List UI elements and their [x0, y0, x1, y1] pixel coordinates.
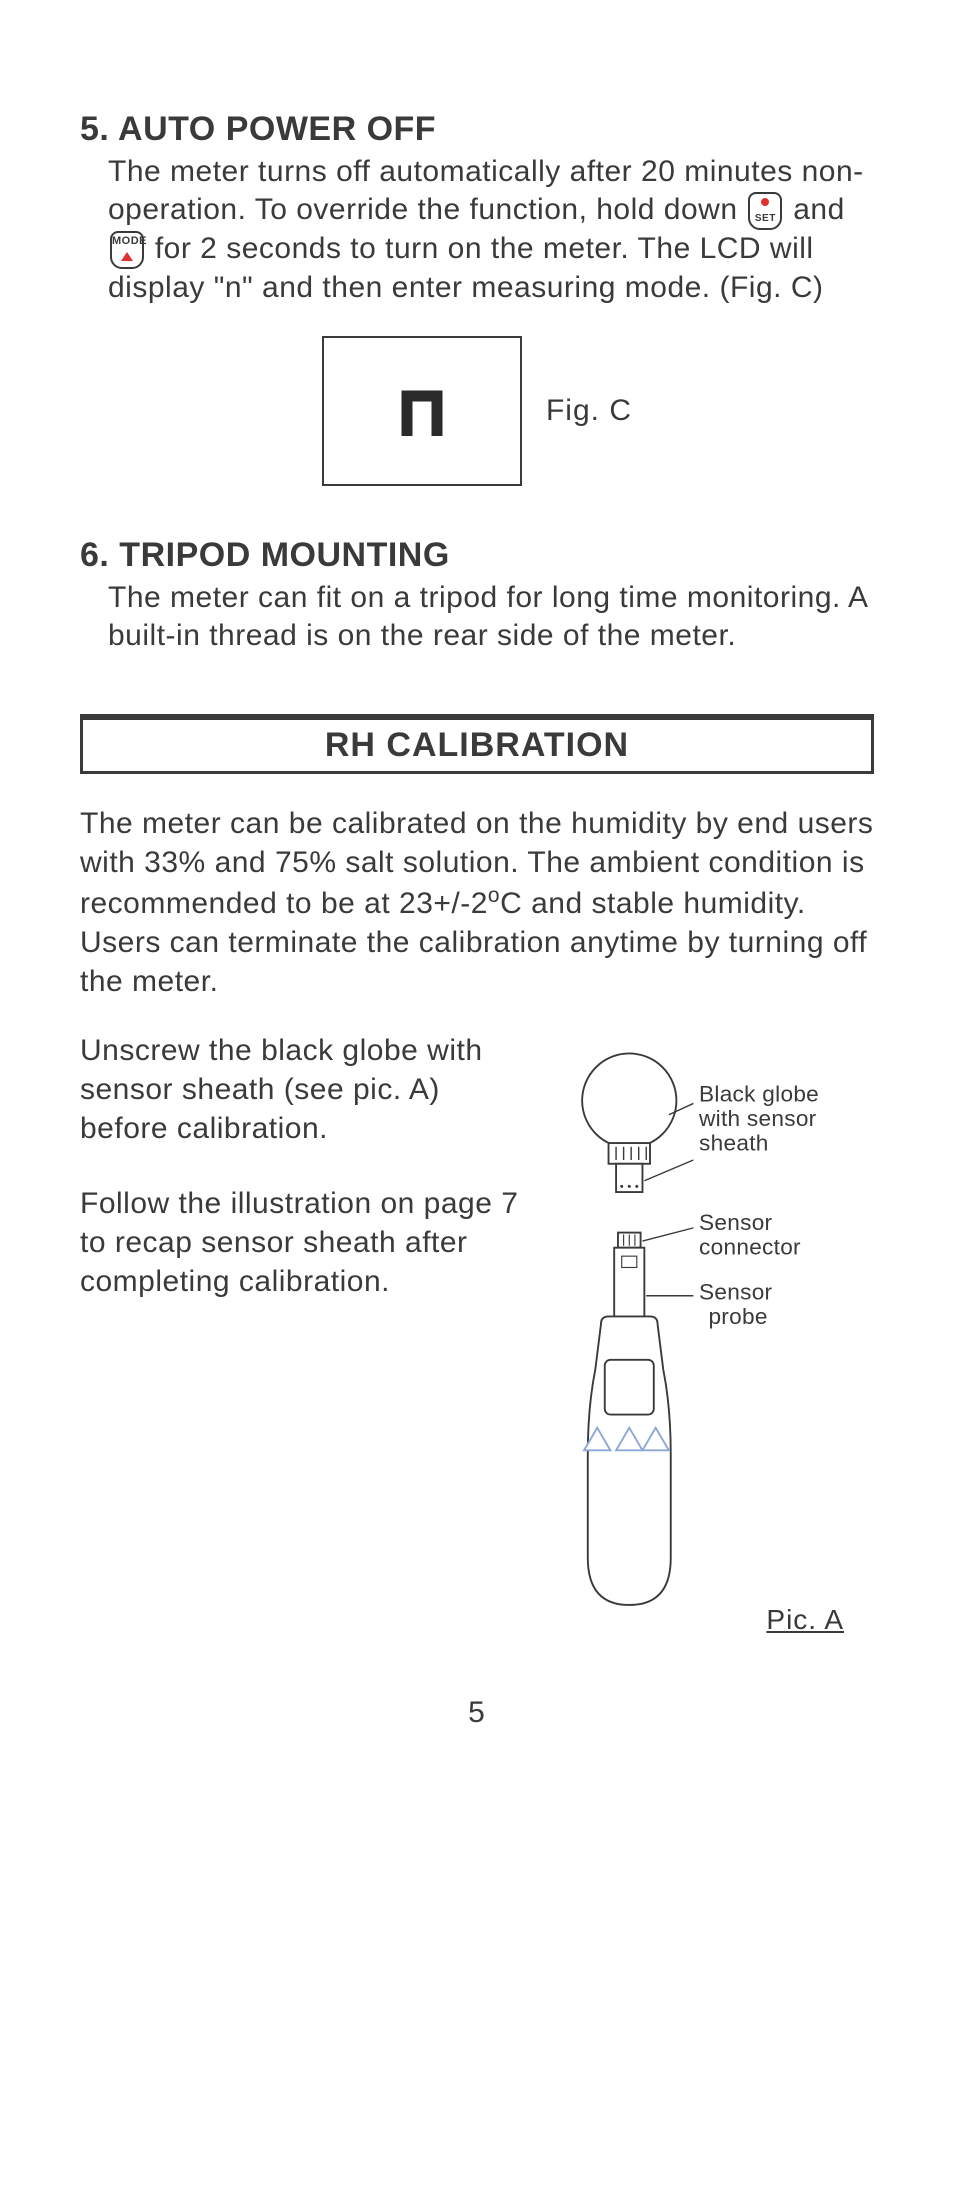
svg-text:probe: probe	[708, 1304, 767, 1329]
mode-button-icon: MODE	[110, 231, 144, 269]
calibration-row: Unscrew the black globe with sensor shea…	[80, 1031, 874, 1656]
svg-text:with sensor: with sensor	[698, 1106, 817, 1131]
calibration-diagram-wrap: Black globe with sensor sheath Sensor co…	[535, 1031, 874, 1656]
section-5-heading: 5. AUTO POWER OFF	[80, 110, 874, 149]
svg-text:Sensor: Sensor	[699, 1210, 773, 1235]
calibration-instructions: Unscrew the black globe with sensor shea…	[80, 1031, 525, 1656]
section-5-p1c: for 2 seconds to turn on the meter. The …	[108, 232, 823, 304]
meter-diagram: Black globe with sensor sheath Sensor co…	[535, 1031, 874, 1651]
page-number: 5	[80, 1696, 874, 1730]
svg-text:connector: connector	[699, 1234, 801, 1259]
set-button-icon: SET	[748, 192, 782, 230]
fig-c-wrap: Fig. C	[80, 336, 874, 486]
fig-c-display	[322, 336, 522, 486]
rh-calibration-banner: RH CALIBRATION	[80, 714, 874, 774]
n-glyph-icon	[397, 381, 447, 441]
section-5-p1b: and	[784, 193, 844, 226]
svg-text:Sensor: Sensor	[699, 1280, 773, 1305]
pic-a-label: Pic. A	[766, 1604, 844, 1636]
svg-text:sheath: sheath	[699, 1131, 769, 1156]
calib-p1: Unscrew the black globe with sensor shea…	[80, 1031, 525, 1148]
fig-c-label: Fig. C	[546, 394, 632, 428]
section-5-body: The meter turns off automatically after …	[108, 153, 874, 306]
calib-p2: Follow the illustration on page 7 to rec…	[80, 1184, 525, 1301]
rh-intro: The meter can be calibrated on the humid…	[80, 804, 874, 1001]
section-6-body: The meter can fit on a tripod for long t…	[108, 579, 874, 654]
section-6-heading: 6. TRIPOD MOUNTING	[80, 536, 874, 575]
svg-text:Black globe: Black globe	[699, 1082, 819, 1107]
